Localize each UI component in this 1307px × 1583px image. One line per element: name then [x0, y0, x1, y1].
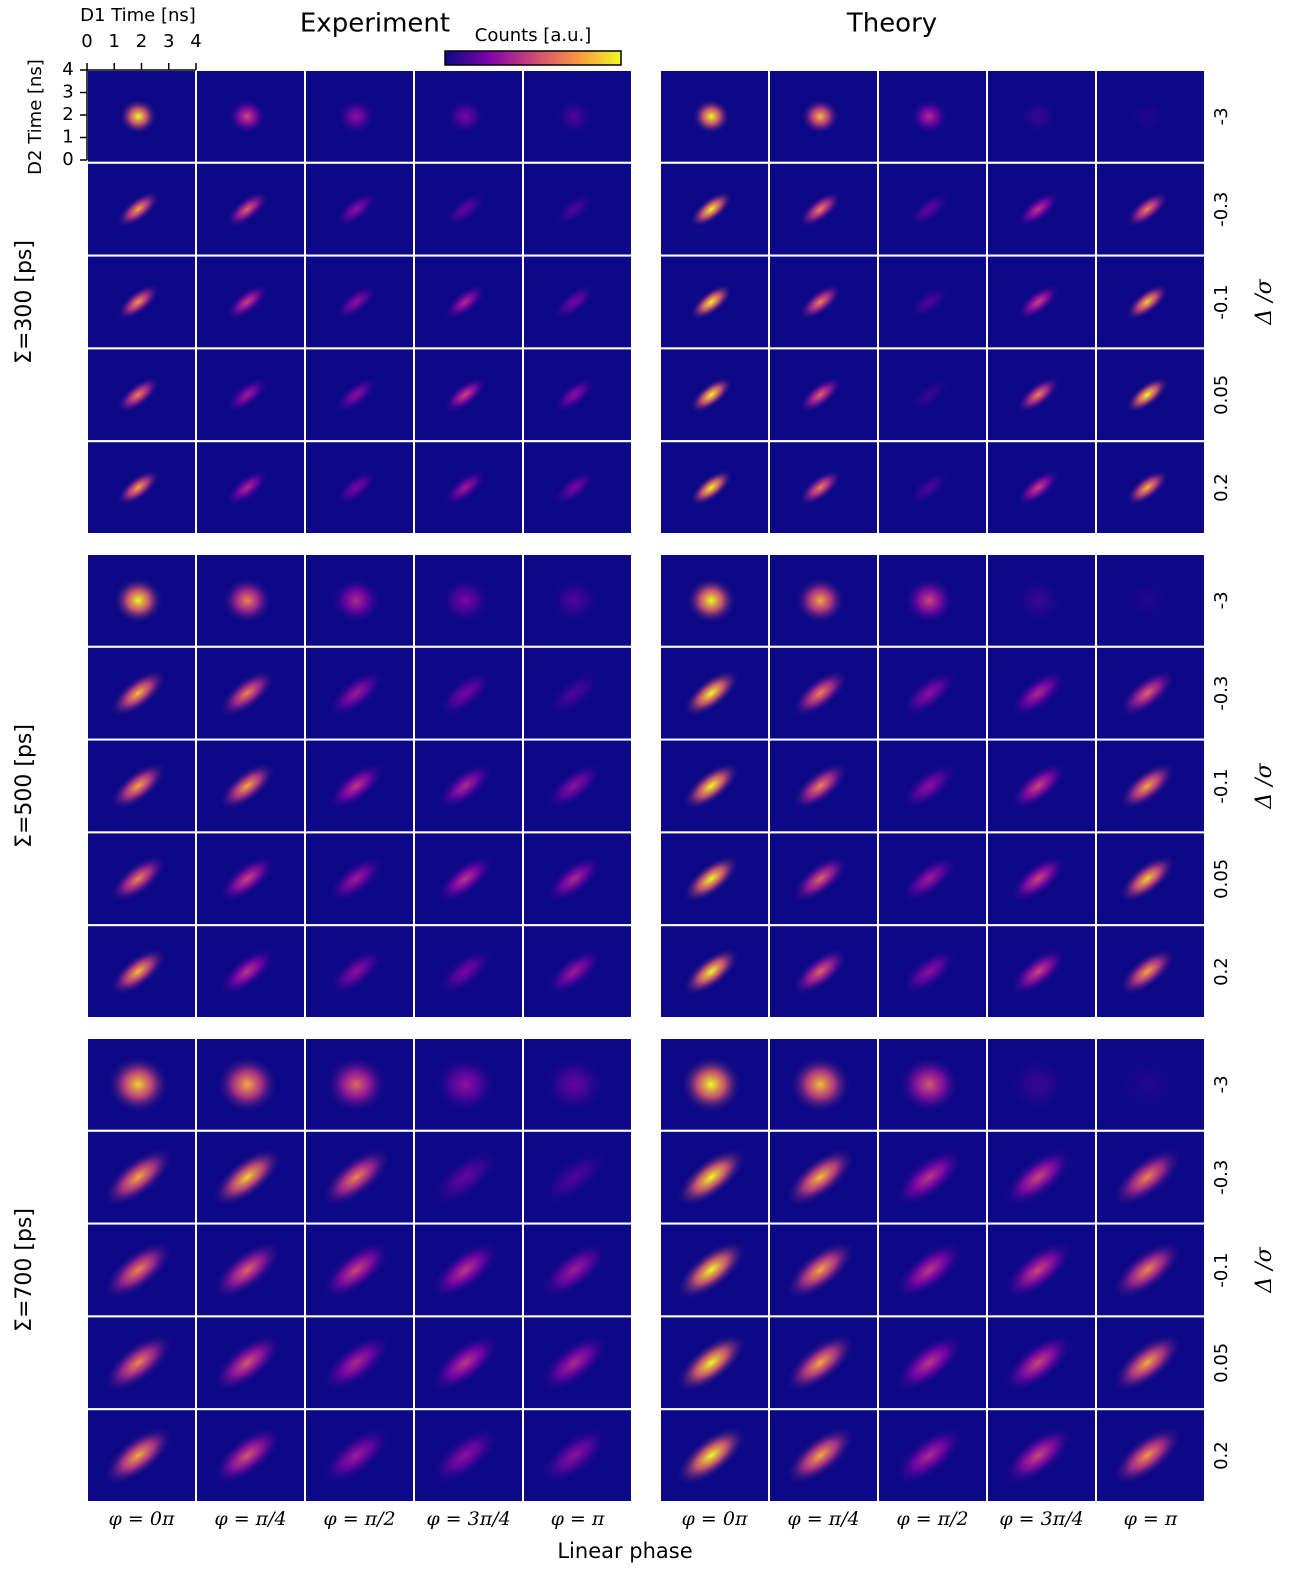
x-tick-label: 2	[136, 31, 147, 52]
y-axis-label: D2 Time [ns]	[25, 59, 46, 175]
intensity-peak	[325, 1055, 387, 1113]
intensity-peak	[789, 1055, 851, 1113]
group-label: Σ=300 [ps]	[12, 240, 37, 364]
figure: Experiment φ = 0π φ = π/4 φ = π/2 φ = 3π/4 φ …	[0, 0, 1307, 1583]
y-tick-label: 2	[62, 104, 73, 125]
column-label: φ = π/4	[214, 1508, 286, 1530]
intensity-peak	[119, 99, 157, 135]
y-tick-label: 4	[62, 59, 73, 80]
row-label: -0.3	[1211, 676, 1232, 711]
x-tick-label: 3	[163, 31, 174, 52]
column-label: φ = π/4	[787, 1508, 859, 1530]
row-label: -3	[1211, 591, 1232, 609]
row-label: -0.3	[1211, 1160, 1232, 1195]
x-tick-label: 0	[81, 31, 92, 52]
intensity-peak	[680, 1055, 742, 1113]
row-label: -0.1	[1211, 1252, 1232, 1287]
column-label: φ = π/2	[323, 1508, 395, 1530]
column-label: φ = 3π/4	[426, 1508, 510, 1530]
intensity-peak	[216, 1055, 278, 1113]
column-label: φ = 3π/4	[999, 1508, 1083, 1530]
y-tick-label: 0	[62, 149, 73, 170]
y-tick-label: 1	[62, 127, 73, 148]
panel-title: Theory	[846, 9, 937, 39]
panel-title: Experiment	[300, 9, 450, 39]
intensity-peak	[1013, 577, 1063, 624]
intensity-peak	[543, 1055, 605, 1113]
column-label: φ = 0π	[682, 1508, 748, 1530]
intensity-peak	[795, 577, 845, 624]
intensity-peak	[113, 577, 163, 624]
row-label: 0.2	[1211, 957, 1232, 986]
intensity-peak	[1116, 1055, 1178, 1113]
intensity-peak	[222, 577, 272, 624]
intensity-peak	[898, 1055, 960, 1113]
row-label: 0.2	[1211, 1441, 1232, 1470]
intensity-peak	[801, 99, 839, 135]
column-label: φ = π	[551, 1508, 605, 1530]
row-label: 0.05	[1211, 859, 1232, 899]
rows-label: Δ /σ	[1252, 278, 1277, 325]
intensity-peak	[904, 577, 954, 624]
row-label: -0.1	[1211, 284, 1232, 319]
colorbar	[445, 51, 621, 65]
row-label: -3	[1211, 107, 1232, 125]
intensity-peak	[692, 99, 730, 135]
rows-label: Δ /σ	[1252, 762, 1277, 809]
intensity-peak	[1007, 1055, 1069, 1113]
intensity-peak	[331, 577, 381, 624]
intensity-peak	[910, 99, 948, 135]
group-label: Σ=500 [ps]	[12, 724, 37, 848]
intensity-peak	[1122, 577, 1172, 624]
group-label: Σ=700 [ps]	[12, 1208, 37, 1332]
x-tick-label: 4	[190, 31, 201, 52]
intensity-peak	[1019, 99, 1057, 135]
intensity-peak	[446, 99, 484, 135]
y-tick-label: 3	[62, 82, 73, 103]
column-label: φ = π	[1124, 1508, 1178, 1530]
colorbar-label: Counts [a.u.]	[475, 25, 591, 46]
row-label: -0.3	[1211, 192, 1232, 227]
page: Experiment φ = 0π φ = π/4 φ = π/2 φ = 3π/4 φ …	[0, 0, 1307, 1583]
column-label: φ = π/2	[896, 1508, 968, 1530]
row-label: 0.05	[1211, 1343, 1232, 1383]
intensity-peak	[686, 577, 736, 624]
column-label: φ = 0π	[109, 1508, 175, 1530]
intensity-peak	[107, 1055, 169, 1113]
intensity-peak	[337, 99, 375, 135]
intensity-peak	[555, 99, 593, 135]
rows-label: Δ /σ	[1252, 1246, 1277, 1293]
intensity-peak	[434, 1055, 496, 1113]
intensity-peak	[549, 577, 599, 624]
row-label: 0.2	[1211, 473, 1232, 502]
intensity-peak	[440, 577, 490, 624]
columns-label: Linear phase	[557, 1539, 692, 1563]
intensity-peak	[228, 99, 266, 135]
row-label: -0.1	[1211, 768, 1232, 803]
intensity-peak	[1128, 99, 1166, 135]
x-tick-label: 1	[109, 31, 120, 52]
x-axis-label: D1 Time [ns]	[80, 5, 196, 26]
row-label: 0.05	[1211, 375, 1232, 415]
row-label: -3	[1211, 1075, 1232, 1093]
